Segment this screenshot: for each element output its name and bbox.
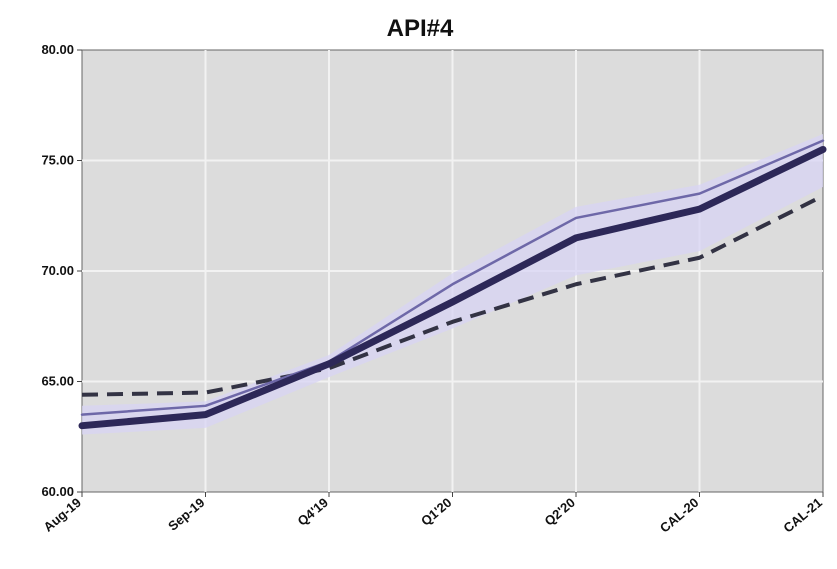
- x-tick-label: CAL-21: [780, 495, 825, 536]
- y-tick-label: 65.00: [41, 374, 74, 389]
- x-tick-label: Q4'19: [295, 495, 331, 529]
- x-tick-label: Aug-19: [41, 495, 84, 535]
- y-tick-label: 60.00: [41, 484, 74, 499]
- x-tick-label: Q2'20: [542, 495, 578, 529]
- chart-title: API#4: [387, 15, 454, 42]
- series-layer: [78, 139, 827, 430]
- x-axis: Aug-19 Sep-19 Q4'19 Q1'20 Q2'20 CAL-20 CAL-21: [41, 492, 825, 536]
- series-line-2: [80, 139, 825, 416]
- x-tick-label: Q1'20: [418, 495, 454, 529]
- series-line-3: [81, 194, 824, 397]
- x-tick-label: CAL-20: [657, 495, 702, 536]
- y-tick-label: 70.00: [41, 263, 74, 278]
- y-axis: 60.00 65.00 70.00 75.00 80.00: [41, 42, 82, 499]
- series-line-1: [78, 145, 827, 430]
- x-tick-label: Sep-19: [165, 495, 207, 534]
- y-tick-label: 75.00: [41, 153, 74, 168]
- y-tick-label: 80.00: [41, 42, 74, 57]
